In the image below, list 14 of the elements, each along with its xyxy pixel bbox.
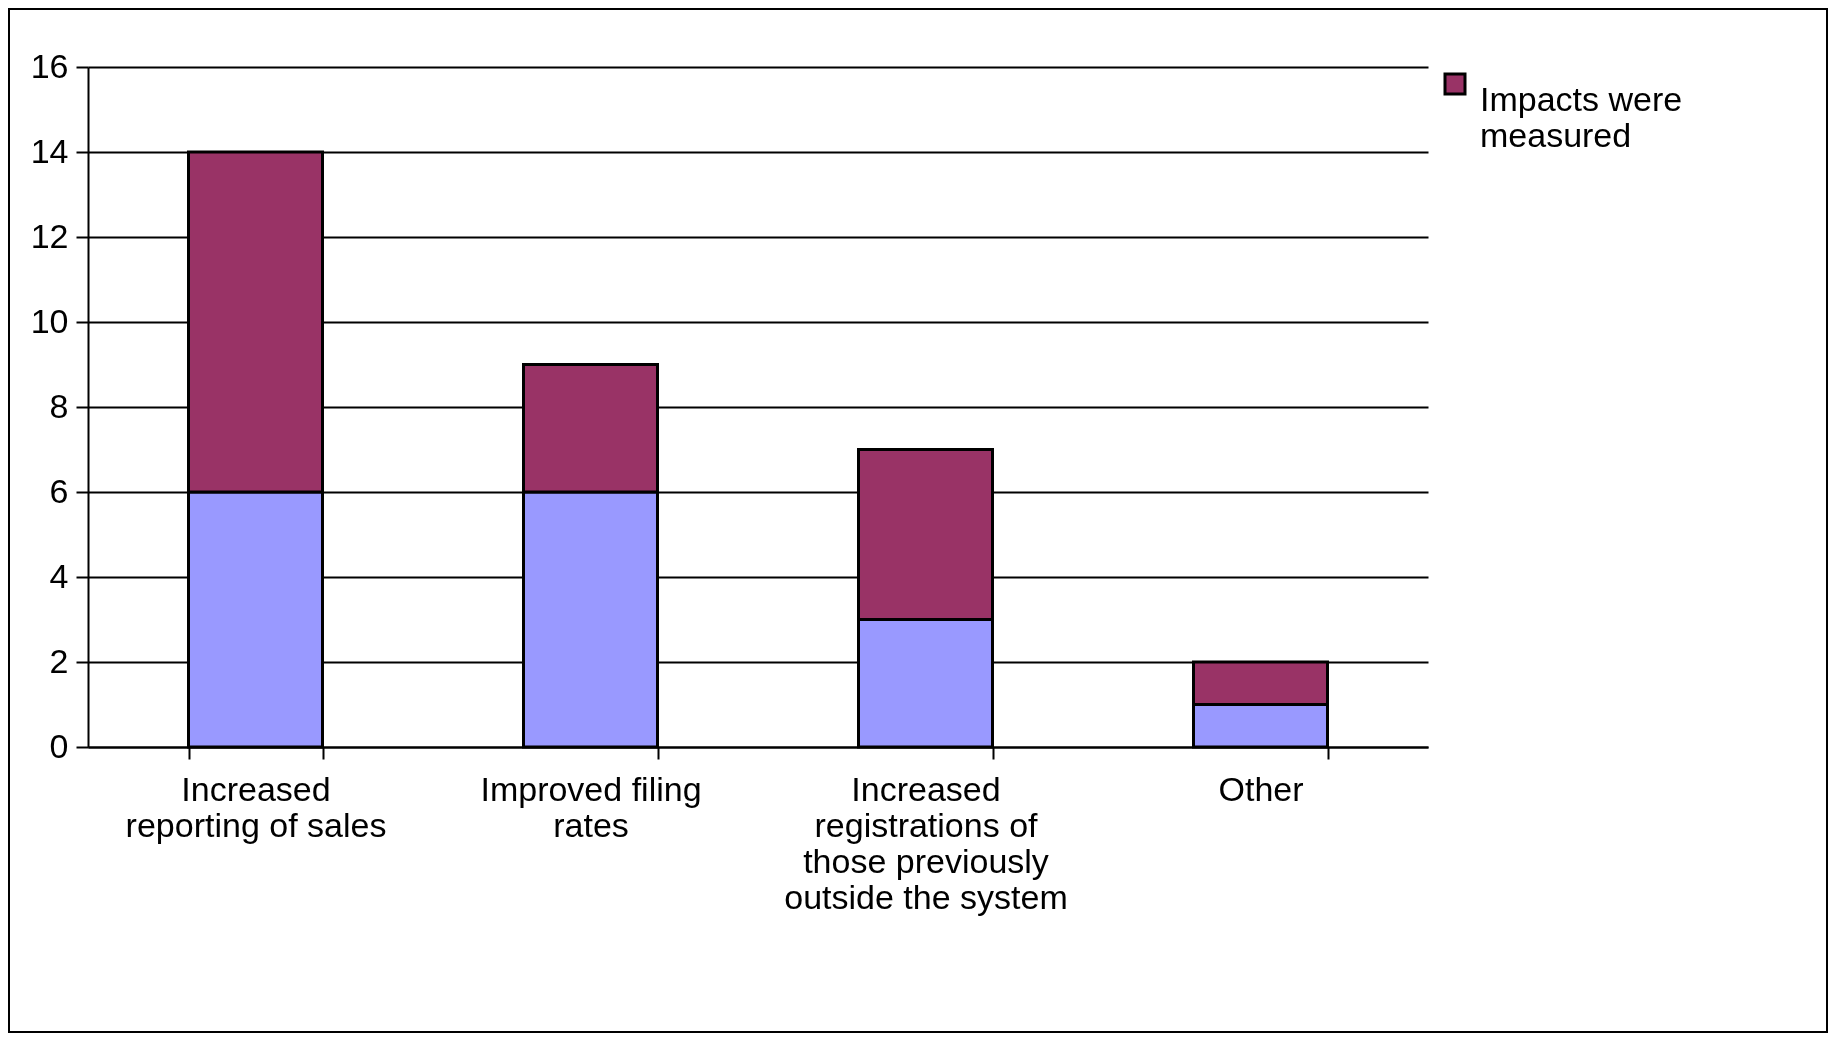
y-tick-label: 10 — [30, 301, 69, 340]
y-tick-label: 0 — [49, 726, 69, 765]
y-tick-label: 16 — [30, 46, 69, 85]
x-tick-label: Increased registrations of those previously outside the system — [784, 769, 1068, 916]
x-tick-label: Other — [1218, 769, 1304, 808]
legend-label: Impacts were measured — [1480, 80, 1683, 154]
y-tick-label: 14 — [30, 131, 69, 170]
y-tick-label: 2 — [49, 641, 69, 680]
x-tick-label: Improved filing rates — [480, 769, 702, 844]
y-tick-label: 8 — [49, 386, 69, 425]
y-tick-label: 6 — [49, 471, 69, 510]
x-tick-label: Increased reporting of sales — [125, 769, 387, 844]
y-tick-label: 12 — [30, 216, 69, 255]
y-tick-label: 4 — [49, 556, 69, 595]
